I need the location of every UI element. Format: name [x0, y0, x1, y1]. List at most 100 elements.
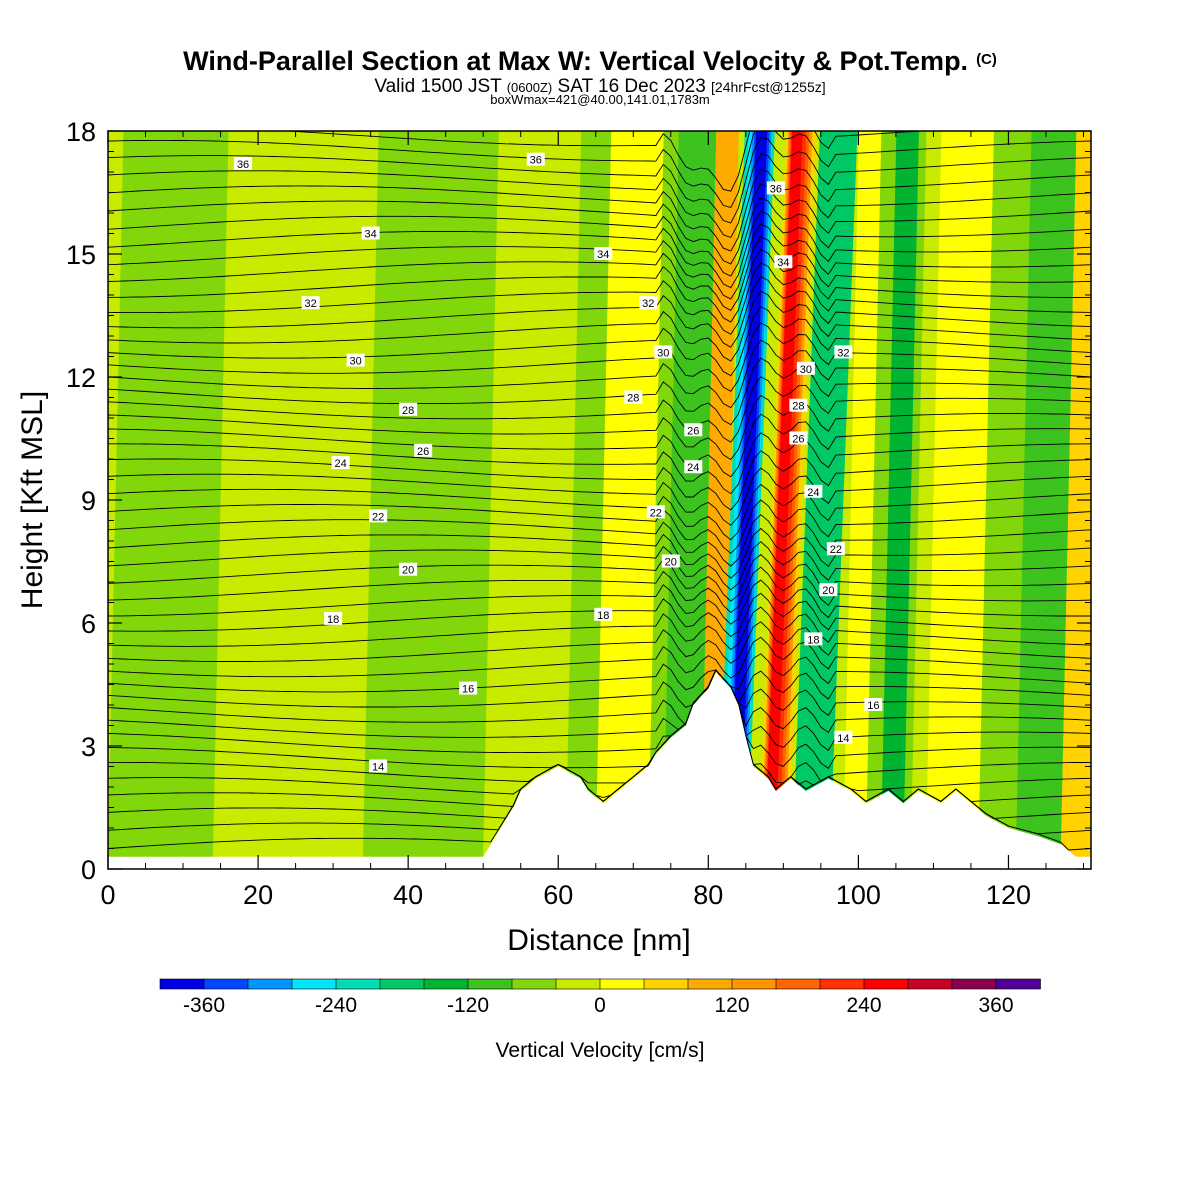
contour-label-text: 36	[770, 183, 782, 195]
contour-label-text: 32	[642, 298, 654, 310]
x-tick-label-4: 80	[693, 880, 723, 910]
colorbar-swatch-4	[335, 978, 381, 990]
velocity-band-6	[662, 131, 717, 869]
theta-contour-9	[108, 669, 1091, 727]
contour-label-box	[399, 562, 418, 576]
x-tick-label-3: 60	[543, 880, 573, 910]
contour-label-box	[369, 509, 388, 523]
contour-label-box	[864, 698, 883, 711]
contour-label-5: 32	[639, 296, 658, 310]
theta-contour-25	[108, 450, 1091, 511]
contour-label-1: 36	[526, 152, 545, 167]
velocity-bands	[108, 131, 1091, 869]
theta-contour-26	[108, 432, 1091, 495]
theta-contour-35	[108, 275, 1091, 348]
contour-label-text: 22	[650, 507, 662, 519]
contour-label-26: 28	[789, 398, 808, 413]
contour-label-box	[639, 296, 658, 310]
contour-label-box	[804, 632, 823, 646]
contour-label-box	[819, 583, 838, 597]
contour-label-text: 36	[530, 155, 542, 167]
contour-label-box	[834, 730, 853, 744]
x-tick-label-2: 40	[393, 880, 423, 910]
contour-label-text: 32	[304, 298, 316, 310]
contour-label-text: 32	[837, 347, 849, 359]
velocity-band-23	[977, 131, 1032, 869]
contour-label-22: 36	[766, 181, 785, 195]
theta-contour-18	[108, 553, 1091, 602]
contour-label-27: 26	[789, 431, 808, 446]
contour-label-text: 30	[800, 364, 812, 376]
contour-label-text: 28	[792, 401, 804, 413]
y-tick-label-6: 18	[66, 117, 96, 147]
x-axis-label: Distance [nm]	[507, 924, 690, 957]
velocity-band-21	[880, 131, 919, 869]
contour-label-text: 20	[402, 565, 414, 577]
colorbar-tick-3: 0	[594, 994, 606, 1017]
contour-label-text: 20	[822, 585, 834, 597]
contour-label-15: 22	[646, 505, 665, 519]
contour-label-text: 30	[350, 356, 362, 368]
theta-contour-31	[108, 339, 1091, 409]
contour-label-19: 18	[594, 607, 613, 622]
colorbar-swatch-1	[203, 978, 249, 990]
chart-title: Wind-Parallel Section at Max W: Vertical…	[183, 46, 997, 76]
colorbar-tick-6: 360	[978, 994, 1013, 1017]
contour-label-box	[789, 398, 808, 412]
colorbar-tick-0: -360	[183, 994, 225, 1017]
contour-label-box	[646, 505, 665, 519]
contour-label-text: 26	[687, 425, 699, 437]
x-tick-label-1: 20	[243, 880, 273, 910]
theta-contour-36	[108, 262, 1091, 335]
contour-label-text: 16	[462, 684, 474, 696]
contour-label-31: 18	[804, 632, 823, 646]
velocity-band-24	[1015, 131, 1077, 869]
contour-label-23: 34	[774, 255, 793, 269]
plot-area	[108, 131, 1091, 869]
contour-label-9: 28	[624, 390, 643, 405]
contour-label-text: 28	[627, 393, 639, 405]
contour-label-text: 22	[372, 511, 384, 523]
contour-label-24: 32	[834, 345, 853, 359]
y-axis-label: Height [Kft MSL]	[16, 391, 49, 609]
theta-contour-23	[108, 483, 1091, 541]
contour-label-20: 16	[459, 681, 478, 696]
theta-contour-29	[108, 376, 1091, 443]
y-tick-label-5: 15	[66, 240, 96, 270]
contour-label-box	[654, 345, 673, 359]
colorbar-swatch-14	[775, 978, 821, 990]
contour-label-box	[804, 484, 823, 498]
y-tick-label-4: 12	[66, 363, 96, 393]
contour-label-text: 34	[597, 249, 609, 261]
y-tick-label-2: 6	[81, 609, 96, 639]
colorbar-swatch-8	[511, 978, 557, 990]
contour-label-text: 28	[402, 405, 414, 417]
contour-label-13: 24	[684, 460, 703, 474]
theta-contour-10	[108, 669, 1091, 708]
contour-label-box	[789, 431, 808, 445]
contour-label-text: 16	[867, 700, 879, 712]
valid-prefix: Valid 1500 JST	[374, 76, 502, 97]
colorbar-swatch-5	[379, 978, 425, 990]
theta-contour-44	[108, 153, 1091, 239]
colorbar-swatch-16	[863, 978, 909, 990]
contour-label-7: 30	[654, 345, 673, 359]
contour-label-text: 36	[237, 159, 249, 171]
contour-label-10: 26	[414, 443, 433, 458]
contour-label-3: 34	[594, 247, 613, 261]
colorbar-swatch-19	[995, 978, 1041, 990]
theta-contour-11	[108, 653, 1091, 693]
contour-labels: 36 36 34 34 32 32 30 30 28 28 26 26 24 24 22 22 20 20 18 18…	[234, 152, 883, 774]
colorbar-swatch-9	[555, 978, 601, 990]
contour-label-25: 30	[796, 361, 815, 376]
theta-contours	[108, 131, 1091, 851]
colorbar-tick-1: -240	[315, 994, 357, 1017]
theta-contour-12	[108, 636, 1091, 679]
velocity-band-12	[728, 131, 768, 869]
contour-label-text: 18	[327, 614, 339, 626]
x-axis-ticks: 0 20 40 60 80 100 120	[100, 131, 1084, 910]
contour-label-text: 24	[334, 458, 346, 470]
colorbar-swatch-10	[599, 978, 645, 990]
